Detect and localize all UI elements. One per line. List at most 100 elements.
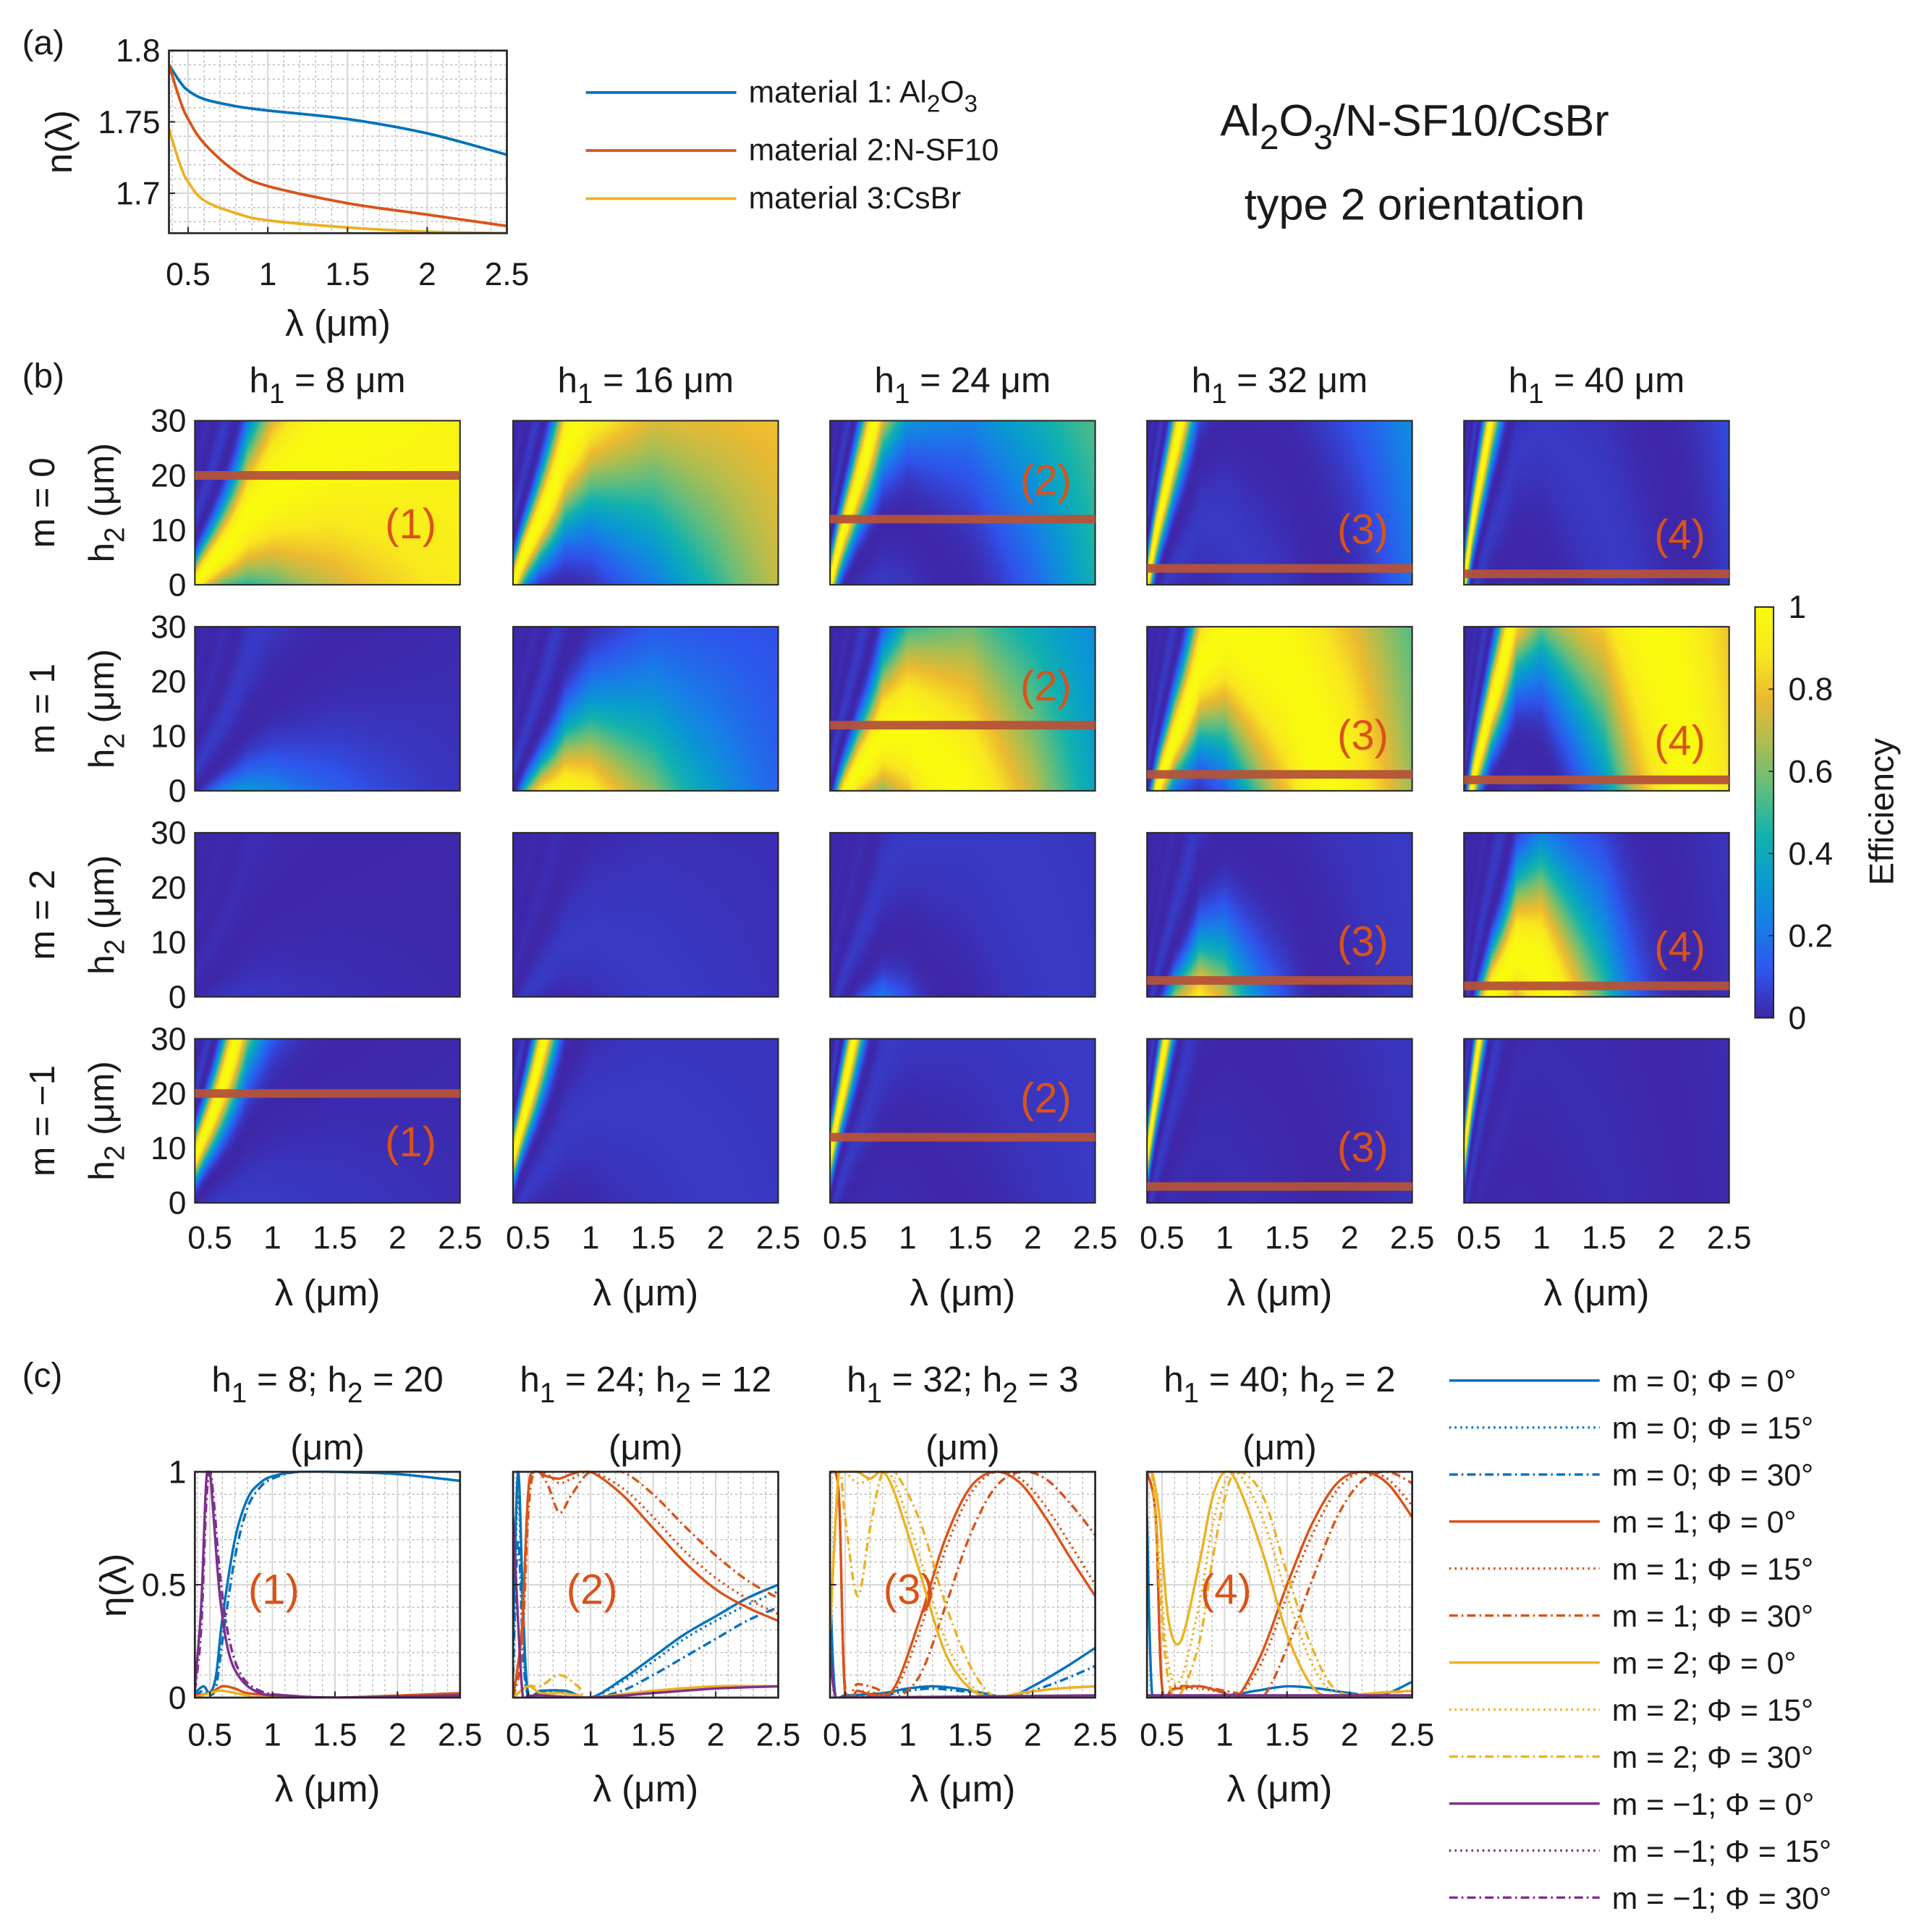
heatmap-x-tick-label: 1.5	[313, 1220, 357, 1255]
plot-layer: 0.5 1 1.5 2 2.5 1.7 1.75 1.8 n(λ) λ (μm) material …	[22, 33, 1901, 1916]
refractive-index-curve-material-3	[169, 128, 507, 234]
legend-label: m = 2; Φ = 30°	[1612, 1740, 1813, 1775]
heatmap-m1-h1-32	[1147, 627, 1412, 791]
heatmap-frame	[194, 420, 461, 586]
efficiency-plot-x-tick-label: 2.5	[1073, 1718, 1118, 1753]
refractive-index-curve-material-1	[169, 64, 507, 156]
heatmap-x-tick-label: 1.5	[1582, 1220, 1627, 1255]
heatmap-y-tick-label: 0	[169, 980, 187, 1015]
efficiency-curve	[513, 1517, 779, 1698]
heatmap-m2-h1-32	[1147, 832, 1412, 997]
legend-label: m = 1; Φ = 15°	[1612, 1552, 1813, 1587]
heatmap-y-tick-label: 10	[151, 925, 186, 960]
heatmap-frame	[1146, 831, 1413, 998]
efficiency-curve	[1147, 1470, 1412, 1698]
operating-point-label: (3)	[1337, 1125, 1389, 1172]
efficiency-plot-x-tick-label: 1.5	[1265, 1718, 1310, 1753]
heatmap-x-tick-label: 2	[389, 1220, 407, 1255]
heatmap-frame	[1463, 420, 1730, 586]
heatmap-frame	[512, 626, 779, 792]
efficiency-curve	[513, 1470, 779, 1698]
efficiency-curve	[513, 1674, 779, 1698]
efficiency-plot-x-axis-label: λ (μm)	[593, 1768, 698, 1809]
efficiency-plot-marker: (4)	[1200, 1567, 1252, 1613]
heatmap-frame	[1463, 1038, 1730, 1204]
figure-title-orientation: type 2 orientation	[1245, 179, 1585, 229]
heatmap-m1-h1-16	[513, 627, 779, 791]
heatmap-x-axis-label: λ (μm)	[593, 1272, 698, 1313]
heatmap-frame	[512, 420, 779, 586]
efficiency-curve	[830, 1470, 1096, 1698]
heatmap-x-axis-label: λ (μm)	[1544, 1272, 1650, 1313]
efficiency-curve	[513, 1685, 779, 1698]
legend-label: m = −1; Φ = 0°	[1612, 1787, 1815, 1822]
efficiency-curve	[830, 1584, 1096, 1698]
heatmap-frame	[512, 1038, 779, 1204]
efficiency-plot-y-tick-label: 0	[169, 1680, 187, 1716]
panel-a-x-tick-label: 1.5	[325, 257, 370, 292]
panel-a-frame	[168, 49, 508, 234]
efficiency-plot-units: (μm)	[925, 1428, 1000, 1467]
heatmap-y-tick-label: 30	[151, 609, 186, 645]
heatmap-x-tick-label: 2.5	[438, 1220, 483, 1255]
heatmap-frame	[829, 831, 1096, 998]
heatmap-column-title: h1 = 40 μm	[1509, 360, 1685, 410]
colorbar-tick-label: 1	[1789, 590, 1807, 625]
legend-label: m = 0; Φ = 15°	[1612, 1411, 1813, 1446]
operating-point-label: (1)	[385, 501, 436, 548]
colorbar-tick-label: 0	[1789, 1001, 1807, 1036]
heatmap-y-axis-label: h2 (μm)	[82, 443, 131, 562]
operating-point-label: (3)	[1337, 507, 1389, 553]
efficiency-plot-units: (μm)	[290, 1428, 365, 1467]
efficiency-plot-y-tick-label: 0.5	[142, 1567, 187, 1603]
heatmap-column-title: h1 = 8 μm	[249, 360, 405, 410]
heatmap-y-tick-label: 20	[151, 664, 186, 700]
heatmap-y-tick-label: 0	[169, 1186, 187, 1221]
efficiency-plot-x-tick-label: 2.5	[1390, 1718, 1435, 1753]
efficiency-curve	[1147, 1470, 1412, 1698]
panel-a-x-tick-label: 2.5	[485, 257, 530, 292]
heatmap-frame	[1146, 420, 1413, 586]
heatmap-y-tick-label: 30	[151, 1022, 186, 1057]
heatmap-y-axis-label: h2 (μm)	[82, 855, 131, 975]
heatmap-y-tick-label: 0	[169, 774, 187, 809]
legend-label-material-3: material 3:CsBr	[749, 181, 962, 216]
efficiency-plot-x-tick-label: 2.5	[438, 1718, 483, 1753]
heatmap-m2-h1-40	[1464, 832, 1729, 997]
heatmap-x-tick-label: 0.5	[187, 1220, 232, 1255]
heatmap-x-tick-label: 2	[1341, 1220, 1359, 1255]
heatmap-x-axis-label: λ (μm)	[910, 1272, 1015, 1313]
heatmap-frame	[194, 626, 461, 792]
heatmap-x-tick-label: 0.5	[1457, 1220, 1501, 1255]
heatmap-x-tick-label: 1.5	[631, 1220, 676, 1255]
heatmap-x-tick-label: 1	[899, 1220, 917, 1255]
heatmap-x-tick-label: 1.5	[1265, 1220, 1310, 1255]
legend-label: m = −1; Φ = 30°	[1612, 1881, 1831, 1916]
colorbar-label: Efficiency	[1862, 738, 1901, 886]
operating-point-label: (4)	[1654, 924, 1705, 970]
heatmap-x-tick-label: 1	[582, 1220, 600, 1255]
operating-point-label: (1)	[385, 1119, 436, 1166]
efficiency-plot-frame	[193, 1470, 462, 1699]
legend-label-material-2: material 2:N-SF10	[749, 133, 999, 168]
heatmap-y-tick-label: 20	[151, 1077, 186, 1112]
heatmap-frame	[1146, 1038, 1413, 1204]
heatmap-column-title: h1 = 32 μm	[1192, 360, 1368, 410]
heatmap-row-label: m = −1	[22, 1065, 62, 1177]
panel-a-x-tick-label: 0.5	[166, 257, 211, 292]
heatmap-x-axis-label: λ (μm)	[1226, 1272, 1332, 1313]
efficiency-plot-x-tick-label: 1.5	[313, 1718, 357, 1753]
legend-label-material-1: material 1: Al2O3	[749, 75, 978, 118]
heatmap-y-tick-label: 30	[151, 404, 186, 439]
heatmap-y-axis-label: h2 (μm)	[82, 1061, 131, 1180]
heatmap-m0-h1-40	[1464, 420, 1729, 585]
heatmap-x-tick-label: 1	[263, 1220, 281, 1255]
panel-a-x-axis-label: λ (μm)	[285, 302, 391, 344]
heatmap-x-tick-label: 2	[1658, 1220, 1676, 1255]
colorbar-tick-label: 0.4	[1789, 836, 1834, 872]
heatmap-y-tick-label: 20	[151, 870, 186, 906]
refractive-index-curve-material-2	[169, 64, 507, 228]
heatmap-m1-h1-24	[830, 627, 1096, 791]
heatmap-m-1-h1-24	[830, 1038, 1096, 1203]
